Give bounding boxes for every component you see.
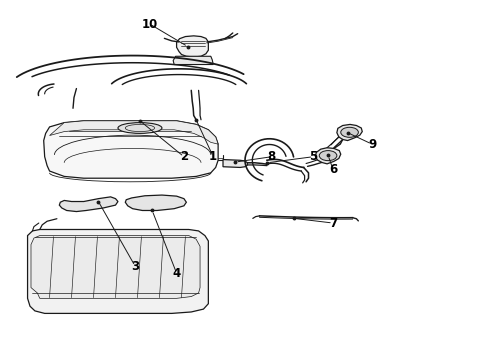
Polygon shape [27,229,208,314]
Polygon shape [223,159,247,167]
Polygon shape [125,195,186,211]
Polygon shape [31,235,200,298]
Text: 1: 1 [209,150,217,163]
Text: 10: 10 [142,18,158,31]
Text: 2: 2 [180,150,188,163]
Polygon shape [337,125,362,140]
Text: 8: 8 [268,150,276,163]
Polygon shape [44,121,218,178]
Text: 3: 3 [131,260,139,273]
Polygon shape [176,36,208,57]
Ellipse shape [319,150,337,161]
Ellipse shape [341,127,358,137]
Polygon shape [59,197,118,212]
Text: 9: 9 [368,138,376,150]
Text: 5: 5 [309,150,318,163]
Polygon shape [49,121,218,144]
Ellipse shape [118,123,162,134]
Polygon shape [316,148,341,164]
Text: 6: 6 [329,163,337,176]
Text: 4: 4 [172,267,181,280]
Text: 7: 7 [329,216,337,230]
Polygon shape [173,56,213,64]
